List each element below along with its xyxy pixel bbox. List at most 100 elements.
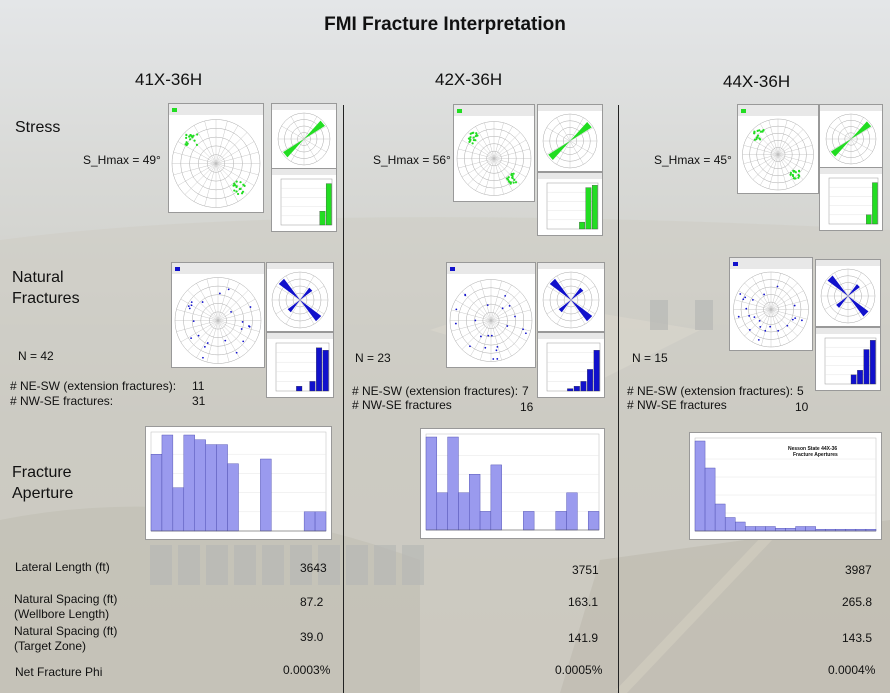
net-phi-value: 0.0003% <box>283 663 331 677</box>
pole-point <box>776 285 779 288</box>
pole-point <box>763 293 765 296</box>
aperture-bar <box>150 454 163 532</box>
pole-point <box>235 185 238 188</box>
aperture-bar <box>227 463 239 532</box>
pole-point <box>759 326 762 328</box>
rose-petal <box>848 296 869 317</box>
aperture-bar <box>447 436 459 531</box>
pole-point <box>184 143 187 146</box>
rose-petal <box>851 121 872 139</box>
pole-point <box>764 329 767 332</box>
aperture-bar <box>490 464 502 531</box>
rose-diagram-stress <box>819 104 883 168</box>
histogram-fractures <box>815 327 881 391</box>
pole-point <box>742 298 745 301</box>
spacing-wellbore-value: 265.8 <box>842 595 873 609</box>
pole-point <box>490 334 493 337</box>
ne-sw-value: 5 <box>797 384 804 398</box>
pole-point <box>185 136 188 140</box>
histogram-bar <box>872 182 878 225</box>
pole-point <box>789 171 793 175</box>
rose-petal <box>848 284 860 296</box>
pole-point <box>791 318 794 321</box>
histogram-bar <box>316 347 323 392</box>
rose-petal <box>827 275 848 296</box>
histogram-bar <box>325 183 332 226</box>
pole-point <box>792 169 795 172</box>
row-label-spacing-target: Natural Spacing (ft) <box>14 624 118 638</box>
histogram-bar <box>850 374 857 385</box>
histogram-stress <box>271 168 337 232</box>
pole-point <box>524 332 527 335</box>
aperture-bar <box>735 521 746 532</box>
aperture-bar <box>566 492 578 531</box>
row-label-net-phi: Net Fracture Phi <box>15 665 103 679</box>
ne-sw-label: # NE-SW (extension fractures): <box>627 384 794 398</box>
lateral-length-value: 3751 <box>572 563 599 577</box>
pole-point <box>797 169 801 172</box>
aperture-histogram <box>420 428 605 539</box>
histogram-bar <box>567 388 574 392</box>
stereonet-panel-fractures <box>446 262 536 368</box>
rose-petal <box>278 278 300 300</box>
legend-box <box>730 258 812 269</box>
column-divider <box>343 105 344 693</box>
plot-frame <box>280 178 333 226</box>
stereonet-panel-fractures <box>729 257 813 351</box>
shmax-value: S_Hmax = 56° <box>373 153 451 167</box>
nw-se-value: 16 <box>520 400 534 414</box>
lateral-length-value: 3643 <box>300 561 327 575</box>
pole-point <box>761 130 764 133</box>
pole-point <box>202 356 204 359</box>
histogram-header <box>538 173 602 179</box>
aperture-caption: Nesson State 44X-36 <box>788 446 838 452</box>
legend-swatch <box>733 262 738 266</box>
pole-point <box>792 175 795 178</box>
stereonet-spoke <box>176 309 260 332</box>
pole-point <box>185 133 188 137</box>
histogram-bar <box>863 349 870 385</box>
histogram-stress <box>537 172 603 236</box>
pole-point <box>454 322 457 325</box>
aperture-bar <box>479 511 492 531</box>
pole-point <box>240 328 243 330</box>
pole-point <box>757 339 760 341</box>
histogram-bar <box>579 221 585 230</box>
pole-point <box>469 136 472 139</box>
pole-point <box>191 136 194 139</box>
pole-point <box>218 292 221 295</box>
pole-point <box>793 304 796 307</box>
pole-point <box>193 139 196 142</box>
fracture-count: N = 23 <box>355 351 391 365</box>
pole-point <box>756 134 760 137</box>
pole-point <box>794 177 797 180</box>
rose-header <box>267 263 333 269</box>
histogram-bar <box>319 211 326 226</box>
aperture-bar <box>714 503 726 532</box>
pole-point <box>241 321 244 323</box>
aperture-bar <box>765 526 776 532</box>
aperture-bar <box>205 444 217 532</box>
rose-petal <box>283 139 304 158</box>
legend-box <box>172 263 264 274</box>
aperture-bar <box>694 440 706 532</box>
row-label-natural: Natural <box>12 269 64 286</box>
aperture-bar <box>216 444 228 532</box>
ne-sw-value: 11 <box>192 379 205 393</box>
histogram-bar <box>573 386 580 392</box>
pole-point <box>474 319 477 322</box>
pole-point <box>798 174 801 178</box>
aperture-bar <box>458 492 470 531</box>
pole-point <box>777 329 780 332</box>
pole-point <box>195 143 199 146</box>
pole-point <box>758 320 761 322</box>
legend-box <box>447 263 535 274</box>
ne-sw-label: # NE-SW (extension fractures): <box>10 379 177 393</box>
rose-petal <box>571 300 593 322</box>
aperture-bar <box>805 526 816 532</box>
pole-point <box>769 325 772 328</box>
histogram-fractures <box>537 332 605 398</box>
pole-point <box>201 301 204 303</box>
aperture-bar <box>785 528 796 532</box>
aperture-bar <box>523 511 535 531</box>
